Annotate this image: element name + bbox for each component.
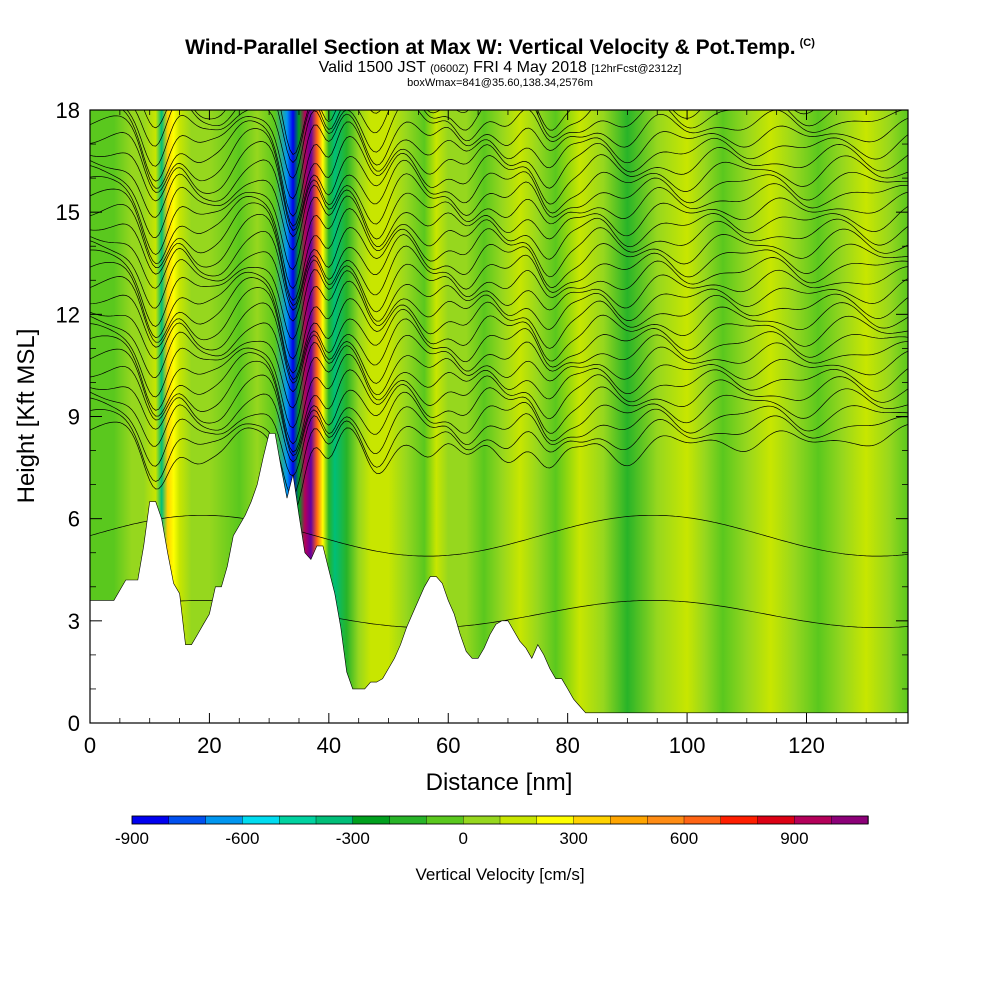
isentrope-line	[90, 115, 908, 217]
colorbar-tick-label: 300	[559, 829, 587, 848]
isentrope-line	[90, 128, 908, 227]
colorbar-swatch	[389, 815, 428, 825]
isentrope-line	[90, 188, 908, 290]
colorbar-swatch	[131, 815, 170, 825]
isentrope-line	[90, 421, 908, 514]
isentrope-line	[90, 228, 908, 311]
colorbar-swatch	[426, 815, 464, 825]
isentrope-line	[90, 374, 908, 457]
x-tick-label: 80	[555, 733, 579, 758]
x-tick-label: 100	[669, 733, 706, 758]
colorbar-swatch	[536, 815, 575, 825]
y-axis-title: Height [Kft MSL]	[13, 329, 40, 504]
valid-time-line: Valid 1500 JST (0600Z) FRI 4 May 2018 [1…	[0, 59, 1000, 77]
plot-area	[90, 110, 908, 723]
isentrope-line	[90, 323, 908, 409]
terrain	[90, 433, 908, 723]
isentrope-line	[90, 213, 908, 306]
isentrope-line	[90, 397, 908, 477]
isentrope-line	[90, 165, 908, 251]
colorbar-swatch	[831, 815, 869, 825]
y-tick-label: 9	[68, 405, 80, 430]
isentrope-line	[90, 409, 908, 496]
colorbar-swatch	[610, 815, 648, 825]
colorbar-swatch	[168, 815, 207, 825]
colorbar: -900 -600 -300 0 300 600 900	[115, 815, 869, 848]
valid-time: Valid 1500 JST	[318, 59, 426, 76]
colorbar-swatch	[242, 815, 280, 825]
colorbar-swatch	[757, 815, 796, 825]
x-tick-label: 0	[84, 733, 96, 758]
y-tick-label: 6	[68, 507, 80, 532]
y-tick-label: 15	[56, 200, 80, 225]
x-tick-label: 120	[788, 733, 825, 758]
colorbar-swatch	[463, 815, 501, 825]
forecast-info: [12hrFcst@2312z]	[591, 63, 682, 75]
title-tag: (C)	[799, 37, 815, 49]
y-tick-label: 0	[68, 711, 80, 736]
x-axis-title: Distance [nm]	[426, 769, 573, 796]
y-tick-label: 18	[56, 98, 80, 123]
isentrope-line	[134, 110, 815, 164]
isentrope-line	[90, 514, 908, 557]
isentrope-line	[126, 110, 834, 179]
isentrope-line	[90, 315, 908, 393]
isentrope-contours	[90, 110, 908, 628]
axes: 0 20 40 60 80 100 120 0 3 6 9 12 15 18	[56, 98, 908, 758]
colorbar-swatch	[683, 815, 722, 825]
isentrope-line	[90, 276, 908, 374]
colorbar-tick-label: 0	[458, 829, 467, 848]
colorbar-swatch	[352, 815, 391, 825]
colorbar-swatch	[647, 815, 685, 825]
isentrope-line	[90, 388, 908, 463]
colorbar-swatch	[315, 815, 354, 825]
colorbar-swatch	[794, 815, 832, 825]
colorbar-tick-label: -900	[115, 829, 149, 848]
isentrope-line	[90, 348, 908, 445]
isentrope-line	[90, 261, 908, 360]
isentrope-line	[90, 202, 908, 301]
x-tick-label: 40	[317, 733, 341, 758]
x-tick-label: 20	[197, 733, 221, 758]
isentrope-line	[122, 110, 908, 200]
colorbar-tick-label: 900	[780, 829, 808, 848]
isentrope-line	[90, 155, 908, 238]
valid-date: FRI 4 May 2018	[473, 59, 587, 76]
colorbar-swatch	[720, 815, 759, 825]
isentrope-line	[90, 176, 908, 270]
isentrope-line	[90, 287, 908, 380]
colorbar-tick-label: -600	[225, 829, 259, 848]
isentrope-line	[90, 360, 908, 453]
colorbar-swatch	[499, 815, 538, 825]
isentrope-line	[90, 240, 908, 322]
box-wmax-line: boxWmax=841@35.60,138.34,2576m	[407, 77, 593, 89]
x-tick-label: 60	[436, 733, 460, 758]
chart-title: Wind-Parallel Section at Max W: Vertical…	[0, 36, 1000, 60]
utc-time: (0600Z)	[430, 63, 469, 75]
isentrope-line	[90, 335, 908, 429]
colorbar-frame	[131, 815, 869, 825]
colorbar-swatch	[279, 815, 317, 825]
y-tick-label: 3	[68, 609, 80, 634]
y-tick-label: 12	[56, 302, 80, 327]
isentrope-line	[90, 302, 908, 384]
isentrope-line	[90, 249, 908, 340]
colorbar-tick-label: -300	[336, 829, 370, 848]
colorbar-tick-label: 600	[670, 829, 698, 848]
colorbar-title: Vertical Velocity [cm/s]	[415, 865, 584, 884]
isentrope-line	[90, 141, 908, 231]
chart-title-text: Wind-Parallel Section at Max W: Vertical…	[185, 36, 796, 59]
colorbar-swatch	[573, 815, 612, 825]
colorbar-swatch	[205, 815, 244, 825]
